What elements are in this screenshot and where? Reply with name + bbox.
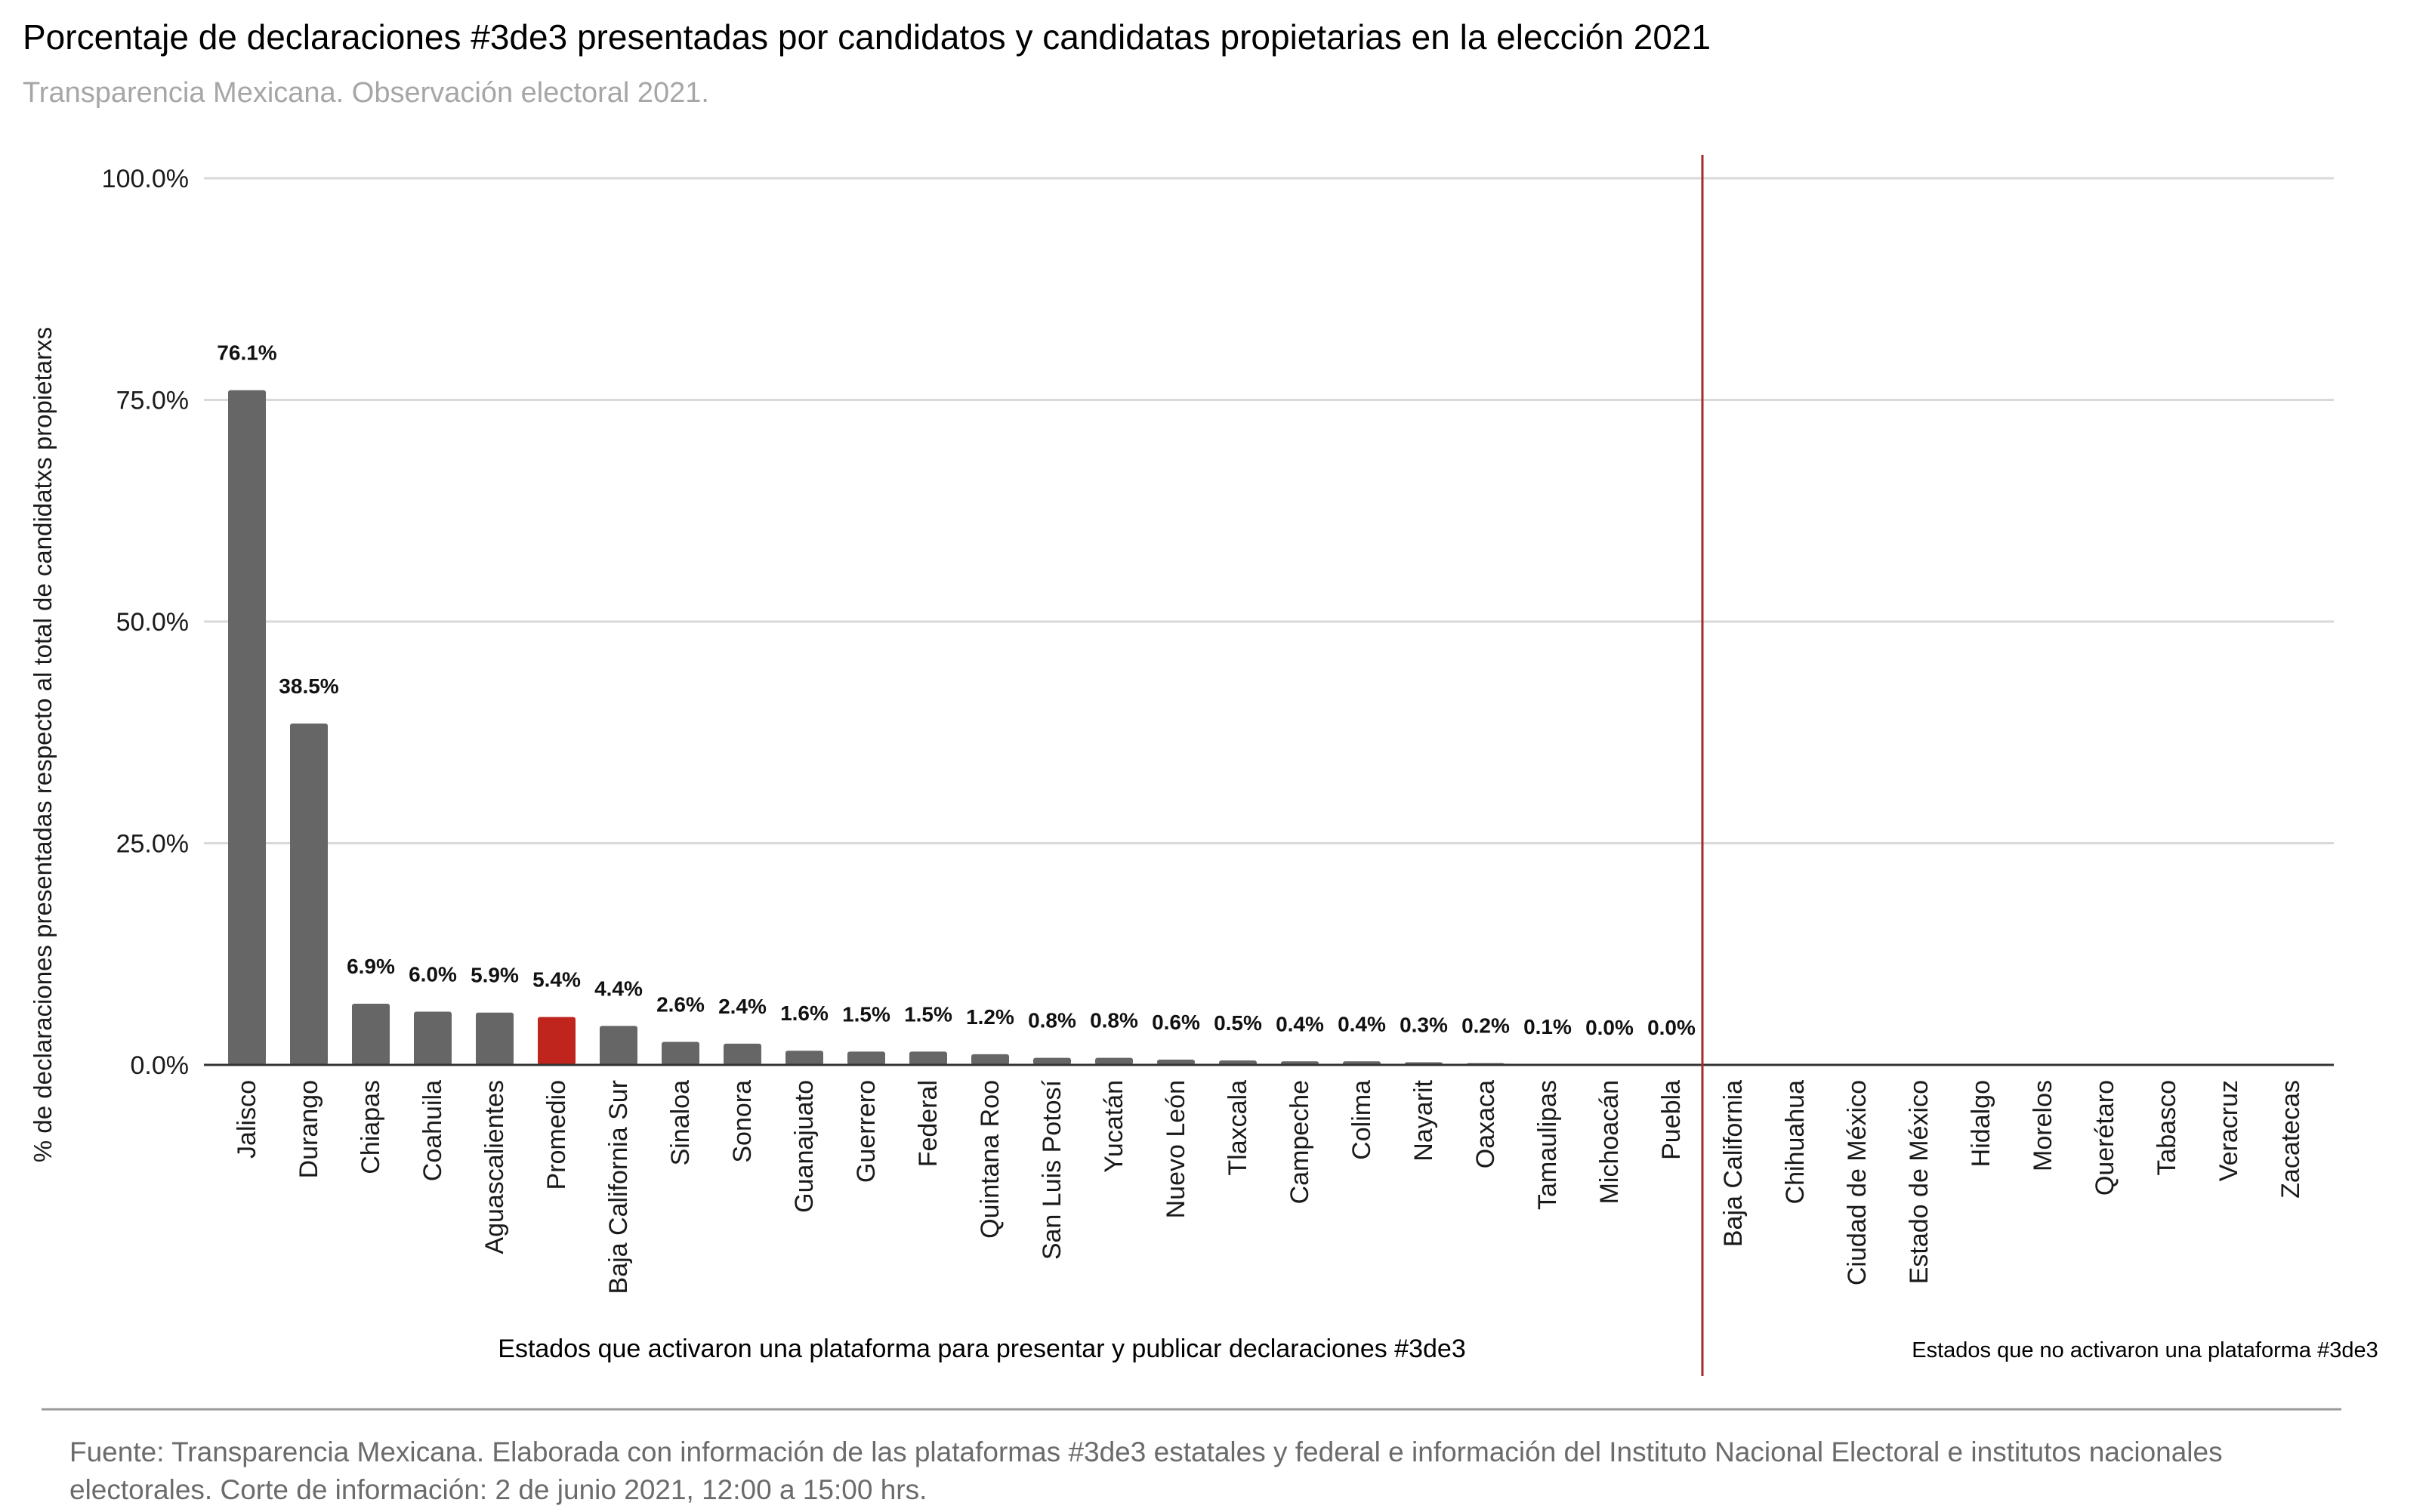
- bar: [909, 1051, 947, 1065]
- x-tick-label: Morelos: [2029, 1080, 2057, 1171]
- data-label: 1.2%: [966, 1005, 1014, 1029]
- x-tick-label: Querétaro: [2091, 1080, 2119, 1196]
- x-tick-label: Colima: [1347, 1080, 1376, 1160]
- bar: [971, 1054, 1009, 1065]
- data-label: 0.0%: [1585, 1016, 1634, 1039]
- x-tick-label: Puebla: [1657, 1080, 1686, 1160]
- data-label: 0.4%: [1338, 1012, 1386, 1035]
- x-tick-label: Tamaulipas: [1533, 1080, 1562, 1210]
- bar: [1095, 1057, 1133, 1065]
- bar: [1033, 1057, 1071, 1065]
- data-label: 76.1%: [217, 341, 276, 365]
- x-tick-label: Federal: [914, 1080, 943, 1167]
- x-tick-label: Guerrero: [852, 1080, 881, 1183]
- data-label: 4.4%: [594, 977, 643, 1000]
- bars: [228, 390, 1566, 1065]
- x-tick-label: Promedio: [542, 1080, 571, 1190]
- x-tick-label: Hidalgo: [1967, 1080, 1995, 1167]
- x-tick-label: Yucatán: [1100, 1080, 1128, 1173]
- data-label: 0.5%: [1214, 1011, 1262, 1035]
- bar: [1157, 1059, 1195, 1065]
- x-tick-label: Tabasco: [2153, 1080, 2181, 1176]
- data-label: 0.1%: [1523, 1015, 1572, 1038]
- y-tick-label: 75.0%: [116, 387, 189, 415]
- x-tick-label: Jalisco: [233, 1080, 261, 1159]
- bar: [290, 724, 328, 1065]
- x-tick-label: Michoacán: [1595, 1080, 1624, 1204]
- x-tick-label: Nayarit: [1409, 1079, 1438, 1161]
- data-label: 2.4%: [718, 995, 767, 1018]
- x-tick-label: Chihuahua: [1781, 1080, 1810, 1205]
- data-label: 1.5%: [842, 1002, 890, 1026]
- source-note: Fuente: Transparencia Mexicana. Elaborad…: [69, 1436, 2223, 1505]
- bar: [662, 1041, 699, 1065]
- x-tick-label: Oaxaca: [1471, 1080, 1500, 1168]
- data-label: 38.5%: [279, 674, 338, 698]
- data-label: 0.8%: [1090, 1009, 1138, 1032]
- x-tick-label: Baja California: [1719, 1080, 1748, 1247]
- data-label: 0.8%: [1028, 1009, 1076, 1032]
- chart-title: Porcentaje de declaraciones #3de3 presen…: [23, 17, 1711, 57]
- bar: [228, 390, 266, 1065]
- data-label: 5.4%: [532, 968, 581, 992]
- bar: [724, 1043, 761, 1065]
- data-label: 6.0%: [409, 963, 457, 986]
- bar: [600, 1026, 637, 1065]
- bar: [414, 1011, 452, 1065]
- x-tick-label: Veracruz: [2214, 1080, 2243, 1181]
- x-tick-label: Guanajuato: [790, 1080, 819, 1213]
- data-label: 0.0%: [1647, 1016, 1696, 1039]
- group-label-inactive: Estados que no activaron una plataforma …: [1912, 1338, 2378, 1362]
- x-tick-label: Tlaxcala: [1224, 1080, 1252, 1176]
- y-tick-label: 0.0%: [131, 1051, 190, 1080]
- data-label: 0.6%: [1152, 1011, 1200, 1034]
- bar: [847, 1051, 885, 1065]
- x-tick-label: Estado de México: [1905, 1080, 1934, 1284]
- bar: [476, 1012, 514, 1065]
- data-label: 2.6%: [656, 992, 705, 1016]
- data-label: 6.9%: [347, 955, 395, 978]
- x-tick-label: San Luis Potosí: [1038, 1079, 1066, 1260]
- grid-lines: [204, 177, 2334, 844]
- y-tick-label: 25.0%: [116, 830, 189, 859]
- y-axis-label: % de declaraciones presentadas respecto …: [29, 327, 57, 1162]
- bar: [785, 1051, 823, 1065]
- x-tick-label: Durango: [295, 1080, 323, 1178]
- data-labels: 76.1% 38.5% 6.9% 6.0% 5.9% 5.4% 4.4% 2.6% 2.4% 1.…: [217, 341, 1696, 1039]
- x-tick-label: Nuevo León: [1162, 1080, 1190, 1218]
- data-label: 0.4%: [1276, 1012, 1324, 1035]
- data-label: 1.6%: [780, 1001, 829, 1025]
- x-tick-label: Zacatecas: [2276, 1080, 2305, 1199]
- data-label: 5.9%: [471, 964, 519, 987]
- x-axis-ticks: Jalisco Durango Chiapas Coahuila Aguascalien…: [233, 1079, 2305, 1294]
- data-label: 0.2%: [1461, 1014, 1510, 1038]
- x-tick-label: Ciudad de México: [1843, 1080, 1872, 1285]
- data-label: 1.5%: [904, 1002, 952, 1026]
- x-tick-label: Chiapas: [356, 1080, 385, 1174]
- x-tick-label: Aguascalientes: [480, 1080, 509, 1254]
- bar: [538, 1017, 576, 1065]
- chart-subtitle: Transparencia Mexicana. Observación elec…: [23, 77, 709, 109]
- x-tick-label: Baja California Sur: [604, 1080, 633, 1294]
- data-label: 0.3%: [1400, 1013, 1448, 1036]
- y-tick-label: 50.0%: [116, 608, 189, 637]
- x-tick-label: Campeche: [1285, 1080, 1314, 1204]
- group-label-active: Estados que activaron una plataforma par…: [498, 1335, 1465, 1363]
- x-tick-label: Quintana Roo: [976, 1080, 1005, 1239]
- bar: [352, 1003, 390, 1065]
- x-tick-label: Coahuila: [418, 1080, 447, 1181]
- x-tick-label: Sonora: [728, 1080, 757, 1163]
- x-tick-label: Sinaloa: [666, 1080, 695, 1166]
- y-tick-label: 100.0%: [102, 165, 189, 193]
- y-axis-ticks: 0.0% 25.0% 50.0% 75.0% 100.0%: [102, 165, 189, 1080]
